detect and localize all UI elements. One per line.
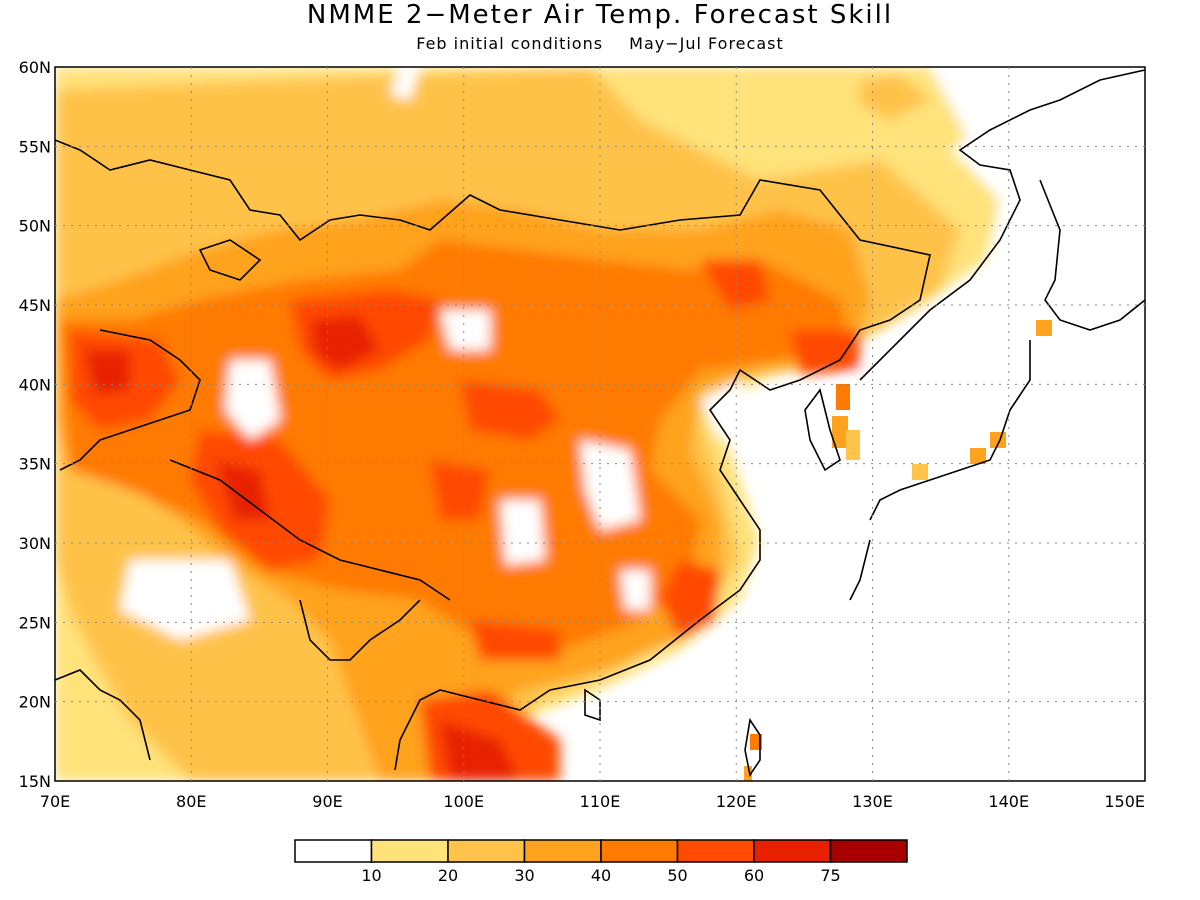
colorbar-swatch [447,839,526,863]
axis-labels: 15N 20N 25N 30N 35N 40N 45N 50N 55N 60N 70E 80E 90E 1… [19,58,1145,811]
colorbar-swatch [370,839,449,863]
colorbar-tick-label: 50 [667,866,687,885]
lat-tick-label: 35N [19,455,51,474]
colorbar-swatch [600,839,679,863]
lat-tick-label: 60N [19,58,51,77]
lat-tick-label: 25N [19,613,51,632]
lon-tick-label: 140E [988,792,1029,811]
colorbar-labels: 10 20 30 40 50 60 75 [361,866,840,885]
colorbar: 10 20 30 40 50 60 75 [294,839,908,885]
colorbar-swatch [523,839,602,863]
lat-tick-label: 45N [19,296,51,315]
colorbar-tick-label: 40 [591,866,611,885]
colorbar-swatch [676,839,755,863]
lat-tick-label: 55N [19,137,51,156]
lat-tick-label: 40N [19,375,51,394]
colorbar-tick-label: 30 [514,866,534,885]
lon-tick-label: 130E [852,792,893,811]
colorbar-tick-label: 10 [361,866,381,885]
lon-tick-label: 150E [1104,792,1145,811]
lon-tick-label: 100E [443,792,484,811]
colorbar-boxes [294,839,908,863]
lon-tick-label: 120E [716,792,757,811]
colorbar-tick-label: 75 [820,866,840,885]
lon-tick-label: 90E [312,792,342,811]
lon-tick-label: 80E [176,792,206,811]
lon-tick-label: 110E [580,792,621,811]
chart-subtitle: Feb initial conditions May−Jul Forecast [0,34,1200,53]
skill-field [55,67,1145,781]
subtitle-initial-conditions: Feb initial conditions [416,34,604,53]
lat-tick-label: 50N [19,217,51,236]
subtitle-forecast-period: May−Jul Forecast [629,34,784,53]
colorbar-swatch [294,839,373,863]
colorbar-swatch [753,839,832,863]
gridlines [55,67,1145,781]
lat-tick-label: 15N [19,772,51,791]
lat-tick-label: 30N [19,534,51,553]
lat-tick-label: 20N [19,693,51,712]
coastlines [55,69,1145,778]
colorbar-tick-label: 60 [744,866,764,885]
colorbar-swatch [829,839,908,863]
chart-title: NMME 2−Meter Air Temp. Forecast Skill [306,0,894,30]
colorbar-tick-label: 20 [438,866,458,885]
lon-tick-label: 70E [40,792,70,811]
